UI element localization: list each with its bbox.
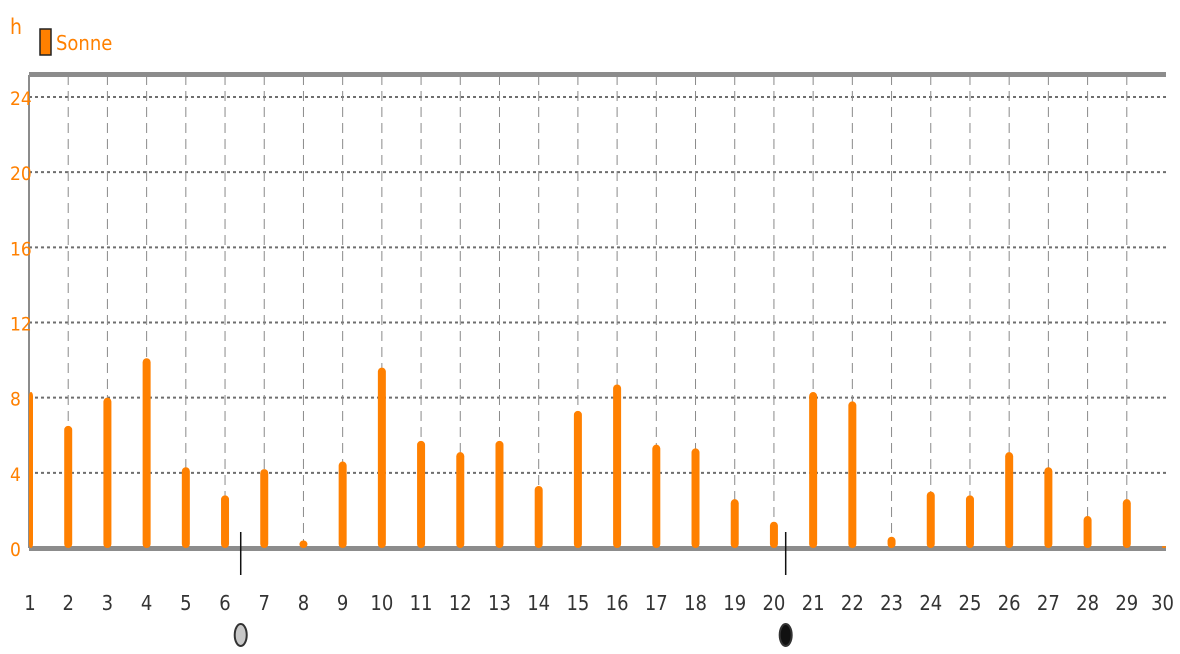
y-tick-label-24: 24: [10, 88, 32, 110]
bar-day-19: [730, 499, 739, 548]
y-tick-label-8: 8: [10, 389, 21, 411]
x-tick-label-8: 8: [298, 591, 309, 615]
x-tick-label-5: 5: [180, 591, 191, 615]
x-tick-label-24: 24: [919, 591, 942, 615]
x-tick-label-7: 7: [259, 591, 270, 615]
x-tick-label-11: 11: [410, 591, 433, 615]
x-tick-label-3: 3: [102, 591, 113, 615]
bar-day-9: [338, 461, 347, 548]
y-ticks: 0 4 8 12 16 20 24: [10, 88, 32, 561]
bar-day-21: [809, 392, 818, 548]
bar-day-14: [534, 485, 543, 548]
x-tick-label-16: 16: [606, 591, 629, 615]
x-tick-label-29: 29: [1115, 591, 1138, 615]
bar-day-11: [417, 440, 426, 548]
bar-day-16: [613, 384, 622, 548]
x-tick-label-6: 6: [219, 591, 230, 615]
bar-day-25: [965, 495, 974, 548]
bars: [29, 358, 1166, 548]
full-moon-icon: [233, 623, 248, 647]
bar-day-23: [887, 536, 896, 548]
bar-day-27: [1044, 467, 1053, 548]
y-axis-label: h: [10, 15, 22, 39]
x-tick-label-9: 9: [337, 591, 348, 615]
top-border: [29, 72, 1166, 77]
bar-day-28: [1083, 516, 1092, 548]
moon-markers: [233, 532, 793, 647]
x-tick-label-15: 15: [566, 591, 589, 615]
plot-frame: [28, 72, 1166, 551]
new-moon-icon: [778, 623, 793, 647]
bar-day-20: [769, 521, 778, 548]
y-tick-label-4: 4: [10, 464, 21, 486]
x-tick-label-30: 30: [1151, 591, 1174, 615]
bar-day-22: [848, 401, 857, 548]
x-tick-label-26: 26: [998, 591, 1021, 615]
bar-day-15: [573, 410, 582, 548]
x-tick-label-4: 4: [141, 591, 152, 615]
y-tick-label-20: 20: [10, 163, 32, 185]
bar-day-3: [103, 397, 112, 548]
x-tick-label-18: 18: [684, 591, 707, 615]
bar-day-10: [377, 367, 386, 548]
x-ticks: 1 2 3 4 5 6 7 8 9 10 11 12 13 14 15 16 17 18 19 20 21 22 23 24 2…: [24, 591, 1174, 615]
x-tick-label-21: 21: [802, 591, 825, 615]
bar-day-26: [1005, 452, 1014, 548]
x-tick-label-12: 12: [449, 591, 472, 615]
bar-day-24: [926, 491, 935, 548]
x-tick-label-28: 28: [1076, 591, 1099, 615]
bar-day-17: [652, 444, 661, 548]
x-tick-label-13: 13: [488, 591, 511, 615]
y-grid: [29, 96, 1166, 474]
x-tick-label-1: 1: [24, 591, 35, 615]
bar-day-5: [181, 467, 190, 548]
bar-day-30: [1162, 546, 1166, 548]
bar-day-2: [64, 425, 73, 548]
legend-swatch: [39, 28, 52, 56]
bar-day-13: [495, 440, 504, 548]
y-tick-label-12: 12: [10, 314, 32, 336]
x-tick-label-27: 27: [1037, 591, 1060, 615]
x-tick-label-22: 22: [841, 591, 864, 615]
x-grid: [67, 75, 1128, 548]
legend-label-sonne: Sonne: [56, 31, 112, 55]
x-tick-label-2: 2: [62, 591, 73, 615]
x-tick-label-23: 23: [880, 591, 903, 615]
x-tick-label-10: 10: [370, 591, 393, 615]
bar-day-29: [1122, 499, 1131, 548]
legend: Sonne: [39, 28, 112, 56]
bar-day-4: [142, 358, 151, 548]
x-tick-label-17: 17: [645, 591, 668, 615]
bar-day-12: [456, 452, 465, 548]
bar-day-18: [691, 448, 700, 548]
x-tick-label-20: 20: [762, 591, 785, 615]
bar-day-6: [221, 495, 230, 548]
bar-day-1: [29, 392, 33, 548]
x-tick-label-25: 25: [959, 591, 982, 615]
bar-day-7: [260, 469, 269, 548]
x-tick-label-19: 19: [723, 591, 746, 615]
y-tick-label-16: 16: [10, 238, 32, 260]
y-tick-label-0: 0: [10, 539, 21, 561]
x-axis-line: [29, 546, 1166, 551]
x-tick-label-14: 14: [527, 591, 550, 615]
bar-day-8: [299, 540, 308, 548]
